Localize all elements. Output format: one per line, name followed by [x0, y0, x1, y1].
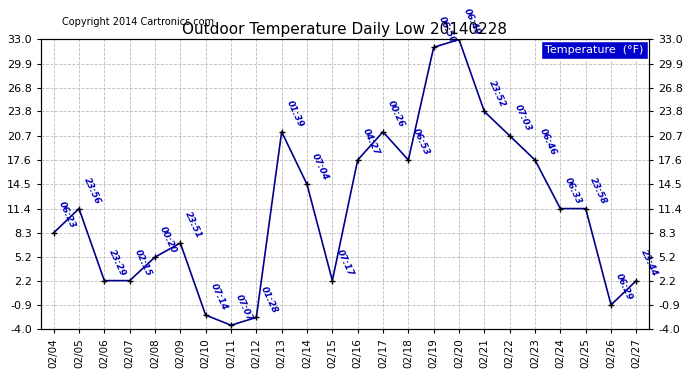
Text: 06:23: 06:23 [57, 200, 77, 230]
Text: 23:51: 23:51 [183, 210, 204, 240]
Text: 06:53: 06:53 [411, 128, 431, 157]
Text: 07:03: 07:03 [513, 103, 533, 133]
Text: 06:46: 06:46 [538, 128, 558, 157]
Title: Outdoor Temperature Daily Low 20140228: Outdoor Temperature Daily Low 20140228 [182, 22, 508, 37]
Text: 23:44: 23:44 [639, 248, 660, 278]
Text: 06:49: 06:49 [462, 7, 482, 37]
Text: Copyright 2014 Cartronics.com: Copyright 2014 Cartronics.com [62, 17, 214, 27]
Text: 06:29: 06:29 [614, 272, 634, 302]
Text: 23:56: 23:56 [81, 176, 102, 206]
Text: 02:15: 02:15 [132, 248, 152, 278]
Text: 23:52: 23:52 [487, 79, 507, 109]
Text: Temperature  (°F): Temperature (°F) [545, 45, 644, 55]
Text: 07:17: 07:17 [335, 248, 355, 278]
Text: 00:20: 00:20 [158, 225, 178, 254]
Text: 23:58: 23:58 [589, 176, 609, 206]
Text: 04:27: 04:27 [360, 128, 381, 157]
Text: 06:50: 06:50 [437, 15, 457, 45]
Text: 07:04: 07:04 [310, 152, 330, 182]
Text: 07:14: 07:14 [208, 282, 228, 312]
Text: 00:26: 00:26 [386, 99, 406, 129]
Text: 23:29: 23:29 [107, 248, 128, 278]
Text: 06:33: 06:33 [563, 176, 583, 206]
Text: 01:39: 01:39 [284, 99, 305, 129]
Text: 01:28: 01:28 [259, 285, 279, 315]
Text: 07:07: 07:07 [234, 293, 254, 322]
